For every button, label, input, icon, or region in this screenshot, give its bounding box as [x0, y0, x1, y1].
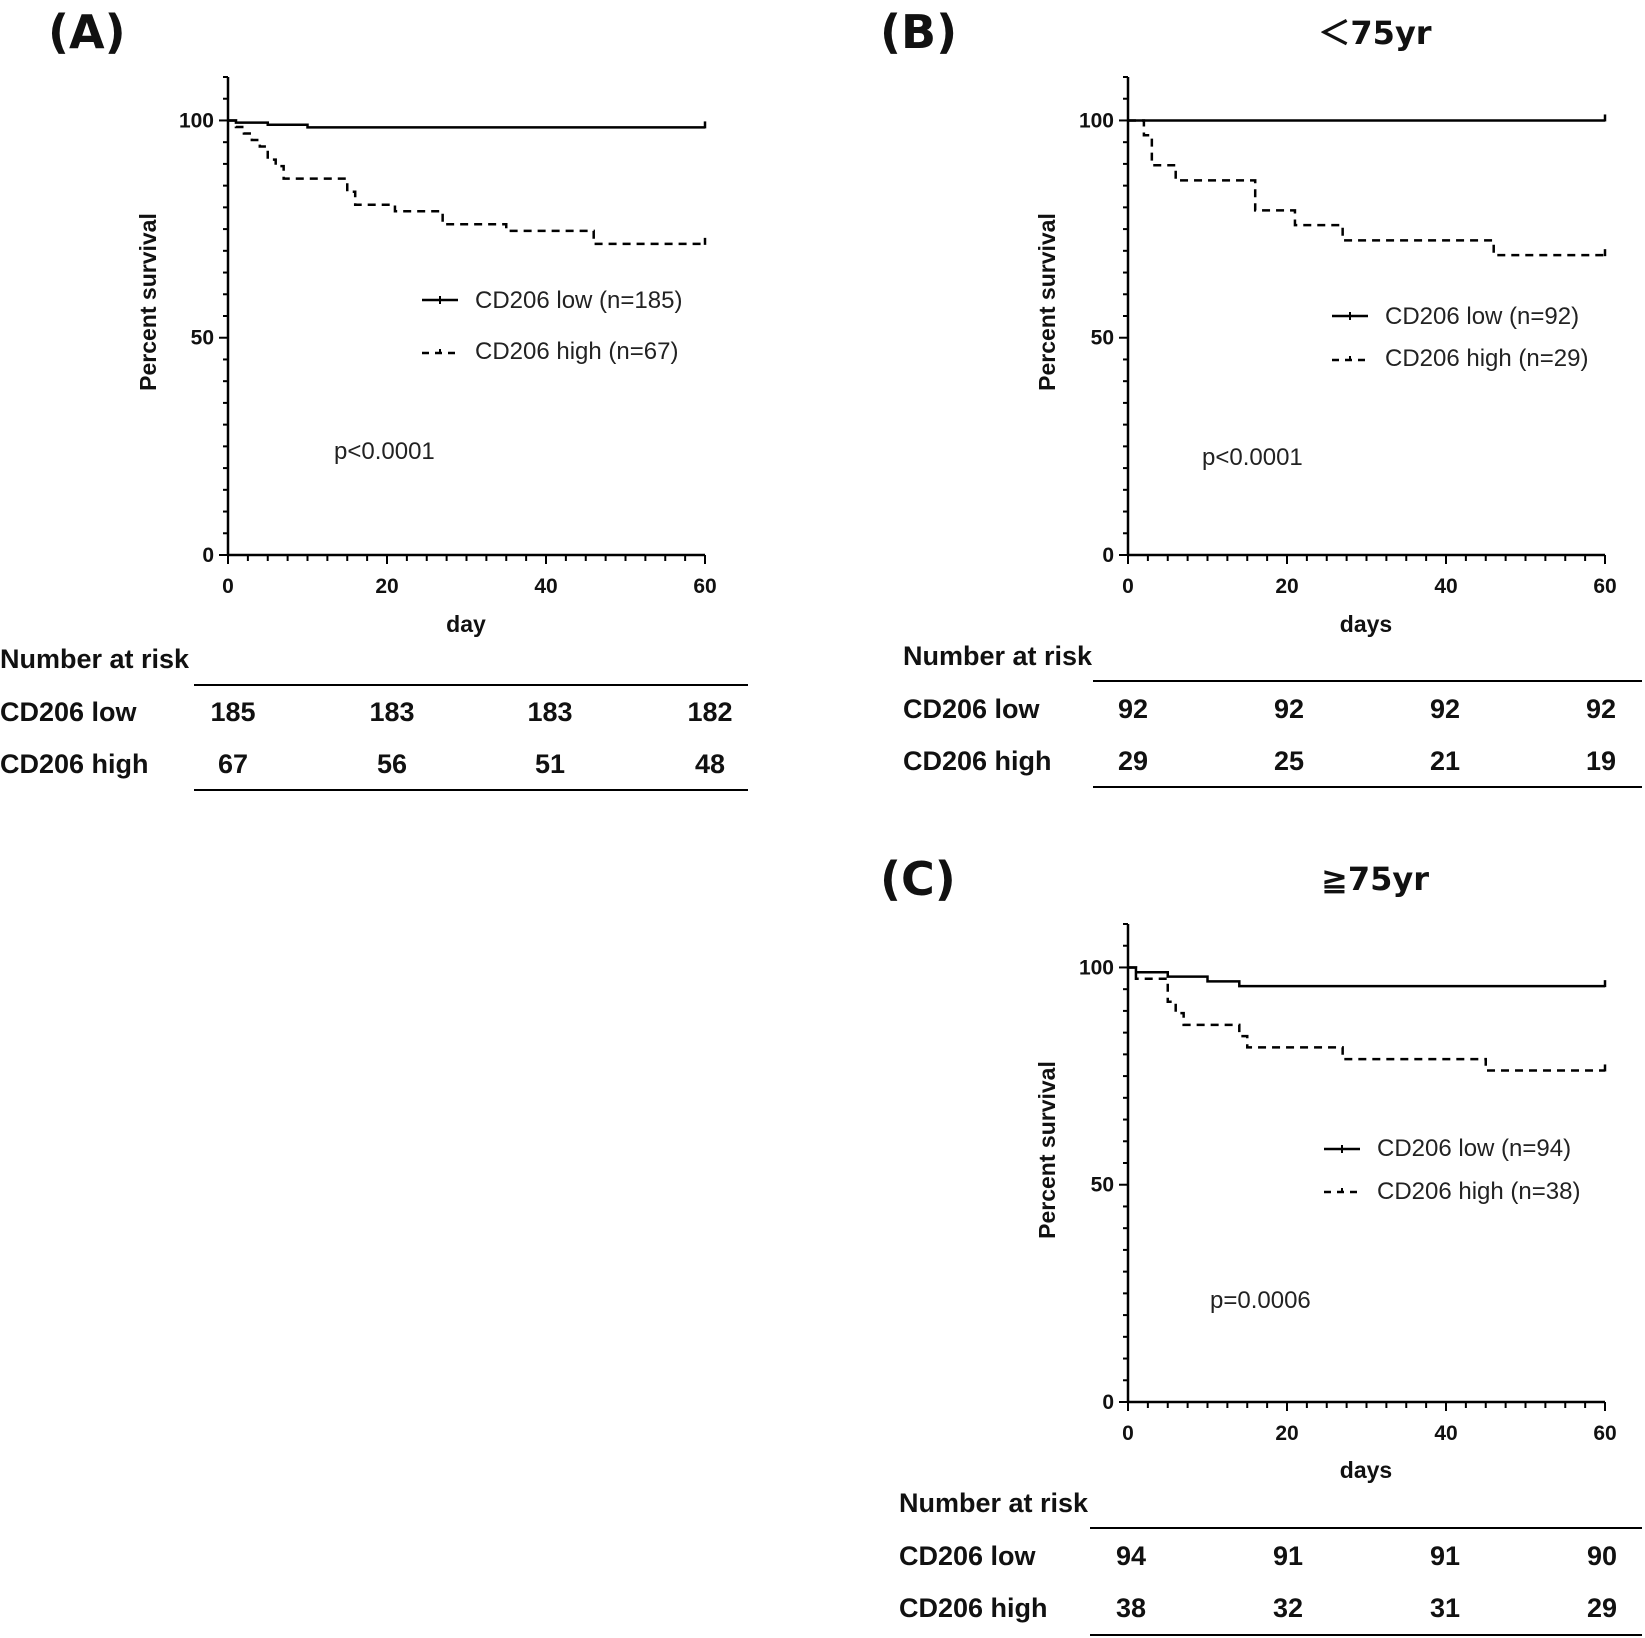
panel-a-xtick-label: 0: [222, 575, 234, 598]
panel-a-risk-low-0: 185: [210, 697, 255, 727]
panel-a-risk-table: Number at risk CD206 low 185 183 183 182…: [0, 644, 748, 791]
panel-c: (C) ≧75yr Percent survival days CD206 lo…: [880, 852, 1642, 1636]
panel-b-xtick-label: 40: [1434, 575, 1457, 598]
panel-a-legend-low-marker: [422, 296, 458, 304]
panel-a-risk-high-0: 67: [218, 749, 248, 779]
panel-b-risk-low-40: 92: [1430, 694, 1460, 724]
panel-a-risk-low-40: 183: [527, 697, 572, 727]
panel-c-risk-high-0: 38: [1116, 1593, 1146, 1623]
panel-c-risk-low-20: 91: [1273, 1541, 1303, 1571]
panel-c-risk-table: Number at risk CD206 low 94 91 91 90 CD2…: [899, 1488, 1642, 1636]
panel-b-risk-table: Number at risk CD206 low 92 92 92 92 CD2…: [903, 641, 1642, 788]
panel-c-ytick-label: 0: [1102, 1391, 1114, 1414]
panel-a-risk-high-40: 51: [535, 749, 565, 779]
panel-b-plot: 0 50 100 0 20 40 60: [1079, 76, 1617, 598]
panel-c-low-series-line: [1128, 966, 1605, 988]
panel-b-ytick-label: 50: [1091, 327, 1114, 350]
panel-c-xtick-label: 0: [1122, 1422, 1134, 1445]
panel-b-high-series-line: [1128, 119, 1605, 257]
panel-a-xlabel: day: [446, 611, 486, 637]
panel-b-risk-high-40: 21: [1430, 746, 1460, 776]
panel-c-ytick-label: 50: [1091, 1174, 1114, 1197]
panel-c-risk-low-0: 94: [1116, 1541, 1146, 1571]
panel-a-legend-high-marker: [422, 349, 458, 355]
panel-b-ytick-label: 0: [1102, 544, 1114, 567]
panel-c-ylabel: Percent survival: [1034, 1061, 1060, 1239]
panel-a-letter: (A): [48, 5, 126, 59]
panel-a-xtick-label: 40: [534, 575, 557, 598]
panel-a-risk-row-high-label: CD206 high: [0, 749, 149, 779]
panel-b-ylabel: Percent survival: [1034, 213, 1060, 391]
panel-c-xtick-label: 20: [1275, 1422, 1298, 1445]
panel-c-title: ≧75yr: [1321, 860, 1429, 898]
panel-a-legend-high-label: CD206 high (n=67): [475, 338, 678, 365]
panel-c-xlabel: days: [1340, 1457, 1392, 1483]
panel-b-title: ＜75yr: [1318, 14, 1431, 52]
panel-c-risk-high-40: 31: [1430, 1593, 1460, 1623]
panel-a-ylabel: Percent survival: [135, 213, 161, 391]
panel-b: (B) ＜75yr Percent survival days CD206 lo…: [880, 5, 1642, 788]
panel-c-pvalue: p=0.0006: [1210, 1287, 1311, 1314]
panel-b-legend-low-marker: [1332, 312, 1368, 320]
panel-a-xtick-label: 20: [375, 575, 398, 598]
panel-c-legend-low-label: CD206 low (n=94): [1377, 1135, 1571, 1162]
panel-b-legend-high-marker: [1332, 356, 1368, 362]
panel-a-low-series-line: [228, 119, 705, 129]
panel-a-risk-high-20: 56: [377, 749, 407, 779]
panel-a-risk-row-low-label: CD206 low: [0, 697, 138, 727]
panel-b-risk-title: Number at risk: [903, 641, 1093, 671]
panel-c-risk-low-40: 91: [1430, 1541, 1460, 1571]
panel-c-risk-row-high-label: CD206 high: [899, 1593, 1048, 1623]
panel-b-risk-low-60: 92: [1586, 694, 1616, 724]
panel-a-risk-low-60: 182: [687, 697, 732, 727]
panel-b-legend: CD206 low (n=92) CD206 high (n=29): [1332, 303, 1588, 372]
panel-c-risk-high-20: 32: [1273, 1593, 1303, 1623]
panel-c-risk-low-60: 90: [1587, 1541, 1617, 1571]
panel-c-legend-high-label: CD206 high (n=38): [1377, 1178, 1580, 1205]
panel-c-legend: CD206 low (n=94) CD206 high (n=38): [1324, 1135, 1580, 1205]
panel-a-risk-high-60: 48: [695, 749, 725, 779]
panel-b-xtick-label: 60: [1593, 575, 1616, 598]
panel-c-risk-high-60: 29: [1587, 1593, 1617, 1623]
panel-b-risk-row-low-label: CD206 low: [903, 694, 1041, 724]
panel-a-ytick-label: 0: [202, 544, 214, 567]
panel-a-legend-low-label: CD206 low (n=185): [475, 287, 682, 314]
panel-c-plot: 0 50 100 0 20 40 60: [1079, 923, 1617, 1445]
panel-b-legend-low-label: CD206 low (n=92): [1385, 303, 1579, 330]
panel-a-plot: 0 50 100 0 20 40 60: [179, 76, 717, 598]
panel-c-legend-high-marker: [1324, 1188, 1360, 1194]
panel-b-letter: (B): [880, 5, 957, 59]
panel-a: (A) Percent survival day CD206 low (n=18…: [0, 5, 748, 791]
panel-b-pvalue: p<0.0001: [1202, 444, 1303, 471]
panel-a-risk-low-20: 183: [369, 697, 414, 727]
panel-a-risk-title: Number at risk: [0, 644, 190, 674]
panel-a-ytick-label: 100: [179, 109, 214, 132]
panel-a-xtick-label: 60: [693, 575, 716, 598]
panel-b-risk-high-20: 25: [1274, 746, 1304, 776]
panel-b-xlabel: days: [1340, 611, 1392, 637]
panel-c-xtick-label: 60: [1593, 1422, 1616, 1445]
panel-c-risk-row-low-label: CD206 low: [899, 1541, 1037, 1571]
panel-a-high-series-line: [228, 119, 705, 246]
panel-b-xtick-label: 0: [1122, 575, 1134, 598]
panel-b-risk-high-60: 19: [1586, 746, 1616, 776]
panel-b-risk-low-20: 92: [1274, 694, 1304, 724]
panel-b-risk-low-0: 92: [1118, 694, 1148, 724]
panel-b-ytick-label: 100: [1079, 109, 1114, 132]
panel-c-letter: (C): [880, 852, 956, 906]
panel-b-xtick-label: 20: [1275, 575, 1298, 598]
panel-c-high-series-line: [1128, 966, 1605, 1072]
panel-b-risk-high-0: 29: [1118, 746, 1148, 776]
panel-a-legend: CD206 low (n=185) CD206 high (n=67): [422, 287, 682, 365]
panel-a-ytick-label: 50: [191, 327, 214, 350]
panel-c-xtick-label: 40: [1434, 1422, 1457, 1445]
panel-c-legend-low-marker: [1324, 1145, 1360, 1153]
panel-c-risk-title: Number at risk: [899, 1488, 1089, 1518]
panel-b-risk-row-high-label: CD206 high: [903, 746, 1052, 776]
panel-b-legend-high-label: CD206 high (n=29): [1385, 345, 1588, 372]
panel-a-pvalue: p<0.0001: [334, 438, 435, 465]
panel-c-ytick-label: 100: [1079, 956, 1114, 979]
